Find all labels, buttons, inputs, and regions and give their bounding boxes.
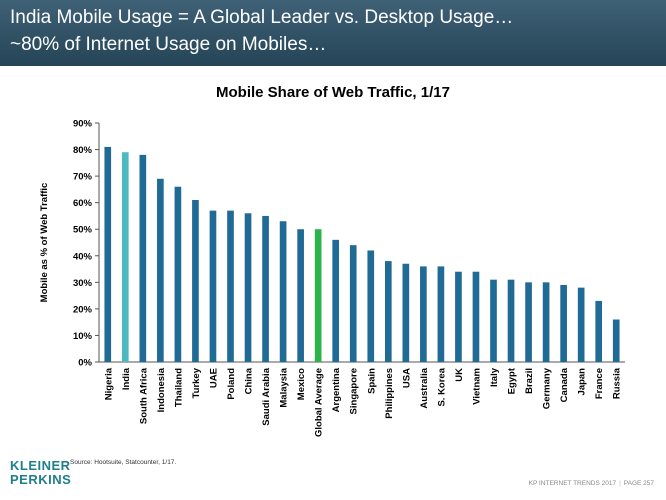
bar <box>384 261 392 362</box>
y-tick-label: 10% <box>73 331 93 342</box>
x-tick-label: Egypt <box>507 367 518 394</box>
kleiner-perkins-logo: KLEINER PERKINS <box>10 459 71 487</box>
bar <box>121 152 129 362</box>
footer-report-name: KP INTERNET TRENDS 2017 <box>528 480 617 487</box>
bar <box>157 178 164 362</box>
slide-header: India Mobile Usage = A Global Leader vs.… <box>0 0 666 66</box>
bar <box>104 146 112 362</box>
x-tick-label: Canada <box>559 367 570 402</box>
y-tick-label: 60% <box>73 198 93 209</box>
bar <box>192 200 199 362</box>
x-tick-label: Poland <box>226 368 237 400</box>
y-tick-label: 20% <box>73 304 93 315</box>
footer-separator: | <box>619 480 621 487</box>
x-tick-label: Global Average <box>314 368 325 437</box>
y-tick-label: 40% <box>73 251 93 262</box>
bar <box>279 221 287 362</box>
slide-title-line-2: ~80% of Internet Usage on Mobiles… <box>10 34 327 55</box>
x-tick-label: Japan <box>577 368 588 396</box>
bar <box>139 154 147 362</box>
x-tick-label: Russia <box>612 367 623 399</box>
bar <box>612 319 620 362</box>
source-note: Source: Hootsuite, Statcounter, 1/17. <box>70 459 177 466</box>
x-tick-label: S. Korea <box>436 367 447 406</box>
bar <box>174 186 182 362</box>
bar <box>297 229 304 362</box>
x-tick-label: Saudi Arabia <box>261 367 272 425</box>
logo-line-1: KLEINER <box>10 458 71 473</box>
bar <box>420 266 427 362</box>
x-tick-label: Italy <box>489 367 500 387</box>
bar <box>507 279 515 362</box>
x-tick-label: France <box>594 368 605 399</box>
y-tick-label: 50% <box>73 225 93 236</box>
x-tick-label: UAE <box>208 368 219 388</box>
bar <box>455 271 462 362</box>
x-tick-label: Spain <box>366 368 377 394</box>
x-tick-label: Turkey <box>191 367 202 398</box>
chart-title: Mobile Share of Web Traffic, 1/17 <box>216 84 450 101</box>
x-tick-label: Malaysia <box>279 367 290 407</box>
x-tick-label: Germany <box>542 367 553 409</box>
x-tick-label: Australia <box>419 367 430 408</box>
x-tick-label: Brazil <box>524 368 535 394</box>
x-tick-label: Thailand <box>173 368 184 407</box>
bar <box>490 279 497 362</box>
bar <box>209 210 217 362</box>
x-tick-label: Vietnam <box>471 368 482 405</box>
bar <box>262 215 269 362</box>
bar <box>244 213 252 362</box>
bar <box>314 229 322 362</box>
bar <box>595 300 603 362</box>
bar <box>560 284 567 362</box>
x-tick-label: Singapore <box>349 368 360 414</box>
bar <box>542 282 550 362</box>
x-tick-label: Argentina <box>331 367 342 412</box>
footer: KP INTERNET TRENDS 2017 | PAGE 257 <box>529 480 654 487</box>
x-tick-label: UK <box>454 368 465 382</box>
bar <box>472 271 480 362</box>
x-tick-label: Nigeria <box>103 367 114 400</box>
bar <box>227 210 234 362</box>
y-tick-label: 90% <box>73 119 93 130</box>
slide-title-line-1: India Mobile Usage = A Global Leader vs.… <box>10 7 514 28</box>
bar <box>332 239 340 362</box>
logo-line-2: PERKINS <box>10 472 72 487</box>
bar <box>367 250 375 362</box>
bar <box>437 266 445 362</box>
bar <box>525 282 532 362</box>
x-tick-label: Philippines <box>384 368 395 419</box>
x-tick-label: South Africa <box>138 367 149 424</box>
x-tick-label: China <box>244 367 255 394</box>
bar <box>349 245 357 362</box>
x-tick-label: Mexico <box>296 368 307 400</box>
footer-page-number: PAGE 257 <box>623 480 654 487</box>
bar <box>577 287 585 362</box>
y-tick-label: 70% <box>73 172 93 183</box>
x-tick-label: USA <box>401 368 412 388</box>
y-axis-title: Mobile as % of Web Traffic <box>39 183 50 303</box>
x-tick-label: India <box>121 367 132 390</box>
bar <box>402 263 410 362</box>
y-tick-label: 0% <box>78 358 92 369</box>
y-tick-label: 30% <box>73 278 93 289</box>
y-tick-label: 80% <box>73 145 93 156</box>
x-tick-label: Indonesia <box>156 367 167 412</box>
